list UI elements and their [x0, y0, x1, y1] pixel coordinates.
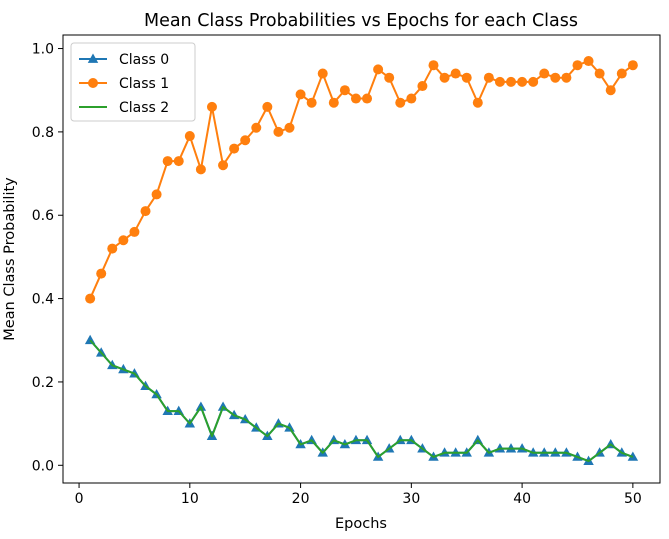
data-point — [206, 101, 217, 112]
data-point — [173, 156, 184, 167]
data-point — [561, 72, 572, 83]
legend-label: Class 0 — [119, 52, 169, 68]
data-point — [251, 122, 262, 133]
legend-item: Class 2 — [79, 100, 169, 116]
data-point — [306, 97, 317, 108]
x-tick-label: 30 — [402, 491, 420, 507]
data-point — [539, 68, 550, 79]
legend-label: Class 1 — [119, 76, 169, 92]
data-point — [295, 89, 306, 100]
data-point — [162, 156, 173, 167]
data-point — [550, 72, 561, 83]
data-point — [406, 93, 417, 104]
data-point — [583, 56, 594, 67]
data-point — [84, 334, 96, 345]
data-point — [118, 235, 129, 246]
data-point — [273, 126, 284, 137]
data-point — [461, 72, 472, 83]
data-point — [616, 68, 627, 79]
y-tick-label: 0.8 — [32, 125, 54, 141]
data-point — [483, 72, 494, 83]
legend-item: Class 0 — [79, 52, 169, 68]
legend-box — [70, 42, 196, 122]
data-point — [472, 97, 483, 108]
data-point — [439, 72, 450, 83]
data-point — [284, 122, 295, 133]
data-point — [417, 81, 428, 92]
x-tick-label: 20 — [292, 491, 310, 507]
data-point — [494, 76, 505, 87]
data-point — [594, 68, 605, 79]
data-point — [240, 135, 251, 146]
data-point — [96, 268, 107, 279]
y-tick-label: 0.2 — [32, 375, 54, 391]
data-point — [151, 189, 162, 200]
y-axis-label: Mean Class Probability — [2, 177, 18, 341]
data-point — [384, 72, 395, 83]
data-point — [195, 164, 206, 175]
plot-frame — [62, 34, 661, 484]
data-point — [373, 64, 384, 75]
data-point — [184, 131, 195, 142]
data-point — [572, 60, 583, 71]
data-point — [85, 293, 96, 304]
y-tick-label: 0.0 — [32, 458, 54, 474]
series-line — [89, 339, 634, 463]
x-tick-label: 0 — [75, 491, 84, 507]
data-point — [362, 93, 373, 104]
y-tick-label: 1.0 — [32, 42, 54, 58]
axis-ticks: 0 10 20 30 40 50 0.0 0.2 0.4 0.6 0.8 1.0 — [32, 42, 642, 507]
data-point — [140, 206, 151, 217]
data-point — [528, 76, 539, 87]
legend-marker — [87, 53, 99, 63]
y-tick-label: 0.6 — [32, 208, 54, 224]
data-point — [450, 68, 461, 79]
legend-marker — [88, 78, 98, 88]
series-0 — [84, 334, 639, 465]
data-point — [428, 60, 439, 71]
series-2 — [89, 339, 634, 463]
y-tick-label: 0.4 — [32, 292, 54, 308]
x-tick-label: 40 — [513, 491, 531, 507]
data-point — [395, 97, 406, 108]
data-point — [350, 93, 361, 104]
data-point — [262, 101, 273, 112]
data-point — [517, 76, 528, 87]
data-point — [339, 85, 350, 96]
x-axis-label: Epochs — [335, 516, 387, 532]
data-point — [627, 60, 638, 71]
data-point — [107, 243, 118, 254]
data-point — [328, 97, 339, 108]
series-1 — [85, 56, 638, 304]
legend-label: Class 2 — [119, 100, 169, 116]
x-tick-label: 10 — [181, 491, 199, 507]
data-point — [317, 68, 328, 79]
data-point — [229, 143, 240, 154]
x-tick-label: 50 — [624, 491, 642, 507]
series-line — [89, 339, 634, 463]
data-point — [506, 76, 517, 87]
chart-title: Mean Class Probabilities vs Epochs for e… — [144, 11, 578, 31]
legend-item: Class 1 — [79, 76, 169, 92]
series-layer — [84, 56, 639, 465]
data-point — [605, 85, 616, 96]
legend: Class 0 Class 1 Class 2 — [70, 42, 196, 122]
data-point — [129, 226, 140, 237]
data-point — [218, 160, 229, 171]
